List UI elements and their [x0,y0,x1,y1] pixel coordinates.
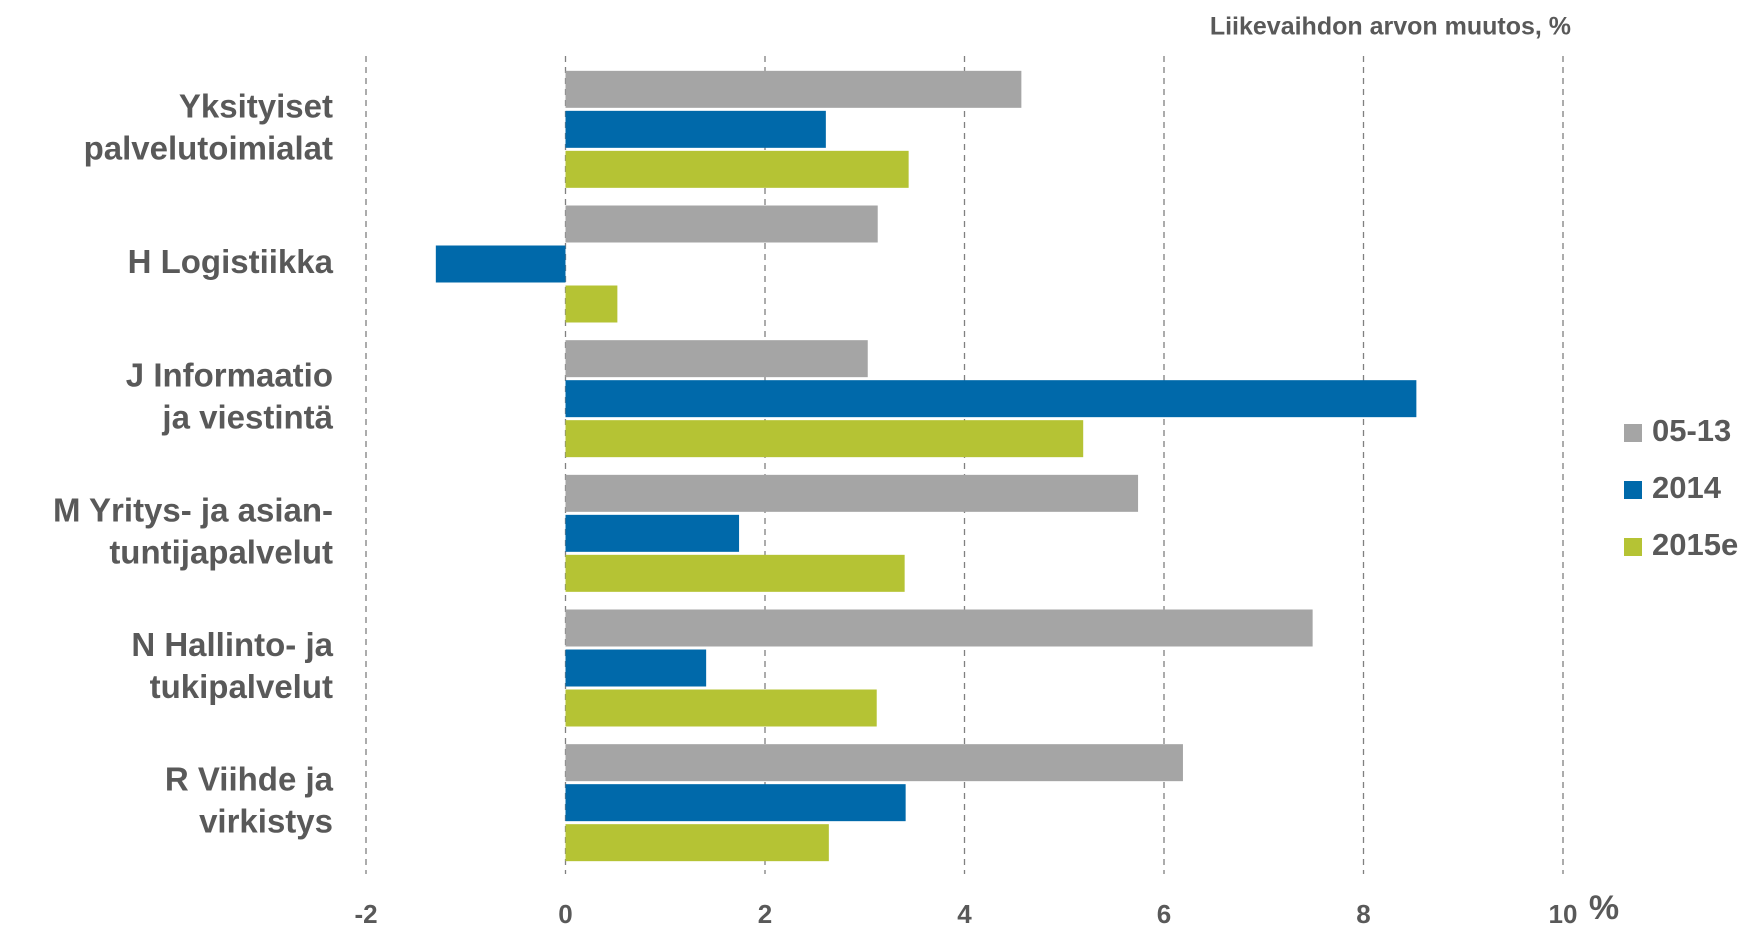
x-tick-label: 10 [1549,899,1578,929]
y-tick-label: M Yritys- ja asian-tuntijapalvelut [53,491,333,570]
y-tick-label: N Hallinto- ja tukipalvelut [131,626,333,705]
bar [565,110,826,148]
legend-swatch [1624,538,1642,556]
bar [565,554,905,592]
bar [565,824,829,862]
chart-title: Liikevaihdon arvon muutos, % [1210,13,1571,41]
legend-swatch [1624,481,1642,499]
bar [565,420,1084,458]
x-tick-label: 6 [1157,899,1171,929]
bar [565,649,707,687]
x-tick-label: 0 [558,899,572,929]
bar [565,380,1417,418]
bar [565,784,906,822]
bar [565,285,618,323]
bar [565,205,878,243]
bar [565,70,1022,108]
bar [565,340,868,378]
y-tick-label: Yksityiset palvelutoimialat [84,87,333,166]
bar [435,245,566,283]
y-tick-label: H Logistiikka [128,243,334,280]
x-axis-unit: % [1589,889,1619,927]
bar [565,514,740,552]
y-tick-label: J Informaatio ja viestintä [126,356,334,435]
legend-label: 05-13 [1652,413,1731,448]
bar [565,689,877,727]
y-tick-label: R Viihde ja virkistys [165,760,334,839]
legend-label: 2014 [1652,470,1722,505]
legend-label: 2015e [1652,527,1738,562]
bar [565,609,1313,647]
x-tick-label: 8 [1356,899,1370,929]
bar [565,150,909,188]
bar [565,474,1139,512]
x-tick-label: -2 [354,899,377,929]
legend-swatch [1624,424,1642,442]
x-tick-label: 4 [957,899,972,929]
x-tick-label: 2 [758,899,772,929]
bar [565,744,1183,782]
